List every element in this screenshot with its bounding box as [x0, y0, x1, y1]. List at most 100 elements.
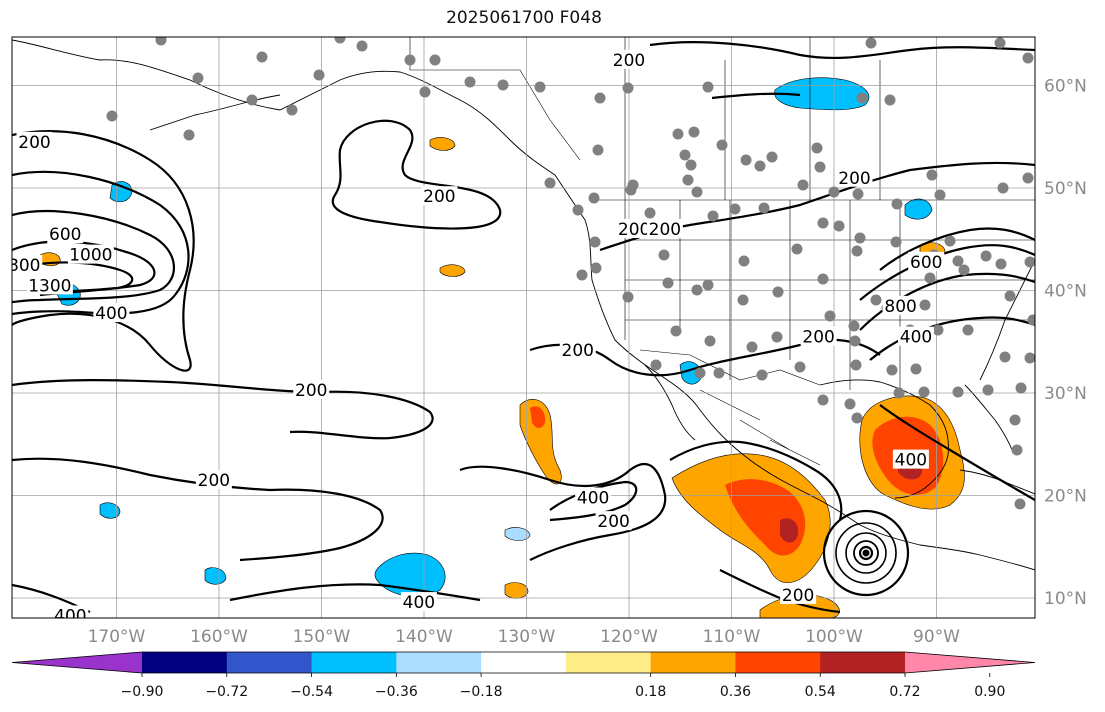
- contour-label-bg: [611, 49, 647, 69]
- station-dot: [1022, 172, 1034, 184]
- colorbar-tick-label: −0.72: [205, 684, 248, 700]
- station-dot: [682, 174, 694, 186]
- contour-label: 1300: [28, 276, 71, 296]
- station-dot: [910, 363, 922, 375]
- contour-label-bg: [47, 224, 84, 244]
- station-dot: [848, 320, 860, 332]
- station-dot: [694, 367, 706, 379]
- shading-blue-west-2: [109, 181, 133, 203]
- contour-line-east-system-2: [859, 244, 1035, 301]
- station-dot: [644, 207, 656, 219]
- map-background: [12, 37, 1035, 618]
- station-dot: [886, 364, 898, 376]
- colorbar-swatch: [311, 652, 397, 673]
- lon-label: 100°W: [805, 627, 863, 647]
- contour-line-pacific-loop: [331, 119, 502, 230]
- station-dot: [740, 154, 752, 166]
- station-dot: [1024, 352, 1035, 364]
- contour-label: 200: [597, 512, 629, 532]
- station-dot: [952, 386, 964, 398]
- contour-line-mexico-200: [669, 440, 843, 521]
- contour-label: 400: [403, 593, 435, 613]
- lon-label: 90°W: [913, 627, 960, 647]
- station-dot: [464, 76, 476, 88]
- colorbar-tick-label: −0.36: [375, 684, 418, 700]
- station-dot: [1004, 290, 1016, 302]
- contour-hurricane-ring-4: [853, 540, 879, 566]
- station-dot: [851, 412, 863, 424]
- station-dot: [534, 81, 546, 93]
- station-dot: [688, 126, 700, 138]
- station-dot: [828, 186, 840, 198]
- station-dot: [662, 277, 674, 289]
- contour-label-bg: [646, 219, 683, 238]
- border-layer: [409, 37, 1035, 466]
- station-dot: [851, 245, 863, 257]
- contour-label: 600: [910, 253, 942, 273]
- station-dot: [429, 54, 441, 66]
- station-dot: [1027, 314, 1035, 326]
- station-dot: [958, 264, 970, 276]
- station-dot: [850, 359, 862, 371]
- contour-label: 600: [49, 225, 81, 245]
- contour-label-bg: [575, 487, 612, 507]
- lat-label: 30°N: [1044, 384, 1087, 404]
- station-dot: [356, 40, 368, 52]
- contour-hurricane-ring-5: [858, 545, 874, 561]
- station-dot: [995, 258, 1007, 270]
- contour-label-bg: [67, 244, 114, 264]
- coastline-florida: [964, 384, 1013, 451]
- shading-darkred-mexico-pacific: [780, 518, 799, 543]
- station-dot: [588, 192, 600, 204]
- station-dot: [994, 37, 1006, 49]
- station-dot: [670, 325, 682, 337]
- lat-label: 40°N: [1044, 282, 1087, 302]
- contour-label-bg: [595, 511, 632, 531]
- coastline-north-america-west: [554, 174, 1035, 571]
- colorbar-swatch: [735, 652, 821, 673]
- station-dot: [824, 310, 836, 322]
- contour-label: 200: [613, 51, 645, 71]
- contour-hurricane-ring-2: [835, 522, 897, 584]
- station-dot: [794, 361, 806, 373]
- station-dot: [797, 179, 809, 191]
- station-dot: [729, 203, 741, 215]
- station-dot: [704, 335, 716, 347]
- contour-label: 200: [198, 471, 230, 491]
- station-dot: [811, 142, 823, 154]
- contour-label-bg: [293, 379, 330, 399]
- coastline-aleutians: [149, 94, 281, 131]
- station-dot: [754, 160, 766, 172]
- station-dot: [658, 249, 670, 261]
- map-frame: [11, 36, 1036, 619]
- station-dot: [1024, 256, 1035, 268]
- station-dot: [980, 250, 992, 262]
- station-dot: [738, 255, 750, 267]
- station-dot: [962, 324, 974, 336]
- station-dot: [691, 186, 703, 198]
- station-dot: [852, 188, 864, 200]
- colorbar-extend-high: [905, 652, 1035, 673]
- contour-label: 200: [295, 381, 327, 401]
- contour-label: 200: [802, 328, 834, 348]
- station-dot: [192, 72, 204, 84]
- station-dot: [756, 369, 768, 381]
- contour-line-central-pacific-200: [12, 379, 434, 440]
- station-dot: [256, 51, 268, 63]
- contour-hurricane-ring-1: [822, 509, 910, 597]
- contour-label-layer: 2002002002002002002002002002002002004004…: [12, 49, 945, 618]
- shading-orange-small-2: [439, 264, 466, 277]
- lon-label: 160°W: [190, 627, 248, 647]
- station-dot: [246, 94, 258, 106]
- station-dot: [854, 232, 866, 244]
- station-dot: [106, 110, 118, 122]
- station-dot: [918, 386, 930, 398]
- colorbar-swatch: [565, 652, 652, 673]
- contour-label: 400: [900, 328, 932, 348]
- colorbar-tick-label: −0.54: [290, 684, 333, 700]
- contour-line-canada-200-2: [711, 92, 801, 100]
- station-dot: [891, 198, 903, 210]
- contour-label-bg: [52, 605, 89, 618]
- station-dot: [707, 210, 719, 222]
- hurricane-center: [862, 549, 870, 557]
